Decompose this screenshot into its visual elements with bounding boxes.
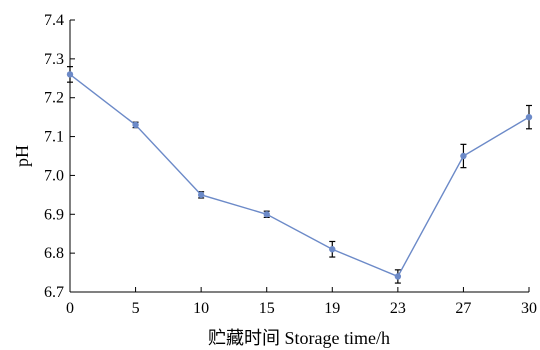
data-points	[66, 71, 533, 280]
x-tick-label: 19	[324, 300, 340, 317]
x-tick-label: 30	[521, 300, 537, 317]
y-tick-label: 7.0	[44, 167, 64, 184]
data-point	[394, 273, 402, 280]
data-point	[197, 191, 205, 199]
x-tick-label: 15	[259, 300, 275, 317]
y-tick-label: 6.9	[44, 206, 64, 223]
y-tick-label: 6.8	[44, 245, 64, 262]
y-tick-label: 7.3	[44, 51, 64, 68]
y-tick-label: 7.2	[44, 90, 64, 107]
x-tick-label: 23	[390, 300, 406, 317]
x-ticks: 0 5 10 15 19 23 27 30	[66, 287, 537, 317]
x-tick-label: 27	[455, 300, 471, 317]
y-tick-label: 6.7	[44, 284, 64, 301]
data-point	[132, 121, 139, 129]
data-point	[263, 211, 270, 218]
data-point	[66, 71, 74, 78]
data-point	[460, 152, 467, 160]
error-bars	[67, 66, 532, 284]
x-axis-title: 贮藏时间 Storage time/h	[208, 328, 390, 348]
y-axis-title: pH	[12, 145, 32, 167]
x-tick-label: 0	[66, 300, 74, 317]
axes	[69, 20, 529, 293]
series-line	[69, 73, 530, 278]
y-tick-label: 7.1	[44, 129, 64, 146]
y-tick-label: 7.4	[44, 12, 64, 29]
y-ticks: 6.7 6.8 6.9 7.0 7.1 7.2 7.3 7.4	[44, 12, 75, 301]
data-point	[525, 113, 533, 121]
x-tick-label: 5	[132, 300, 140, 317]
x-tick-label: 10	[193, 300, 209, 317]
data-point	[329, 246, 336, 253]
